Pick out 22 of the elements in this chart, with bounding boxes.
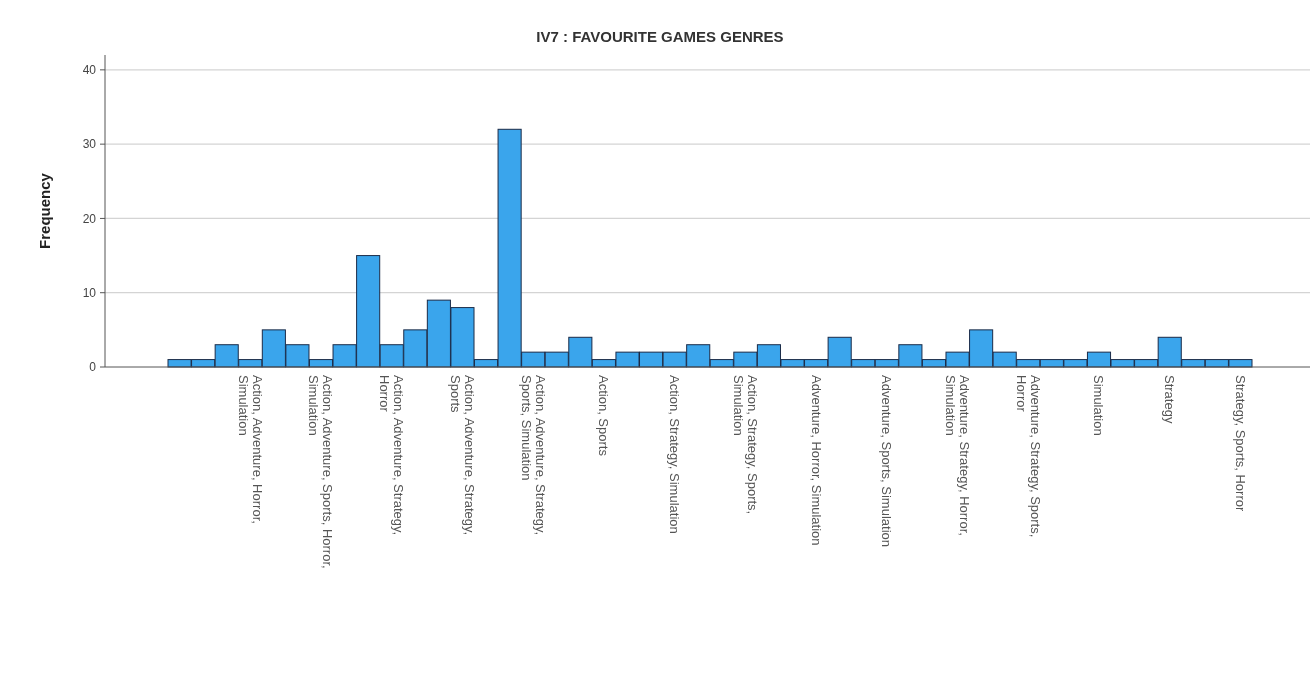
x-tick-label: Strategy xyxy=(1162,375,1178,424)
x-tick-label: Strategy, Sports, Horror xyxy=(1232,375,1248,512)
y-tick-label: 0 xyxy=(89,360,97,375)
x-tick-label: Adventure, Strategy, Horror, Simulation xyxy=(942,375,972,536)
y-tick-label: 20 xyxy=(82,211,97,226)
x-tick-label: Action, Adventure, Strategy, Sports xyxy=(447,375,477,536)
x-tick-label: Simulation xyxy=(1091,375,1107,436)
x-tick-label: Action, Sports xyxy=(596,375,612,457)
x-tick-label: Adventure, Strategy, Sports, Horror xyxy=(1013,375,1043,538)
x-tick-label: Action, Adventure, Strategy, Horror xyxy=(377,375,407,536)
x-tick-label: Action, Adventure, Sports, Horror, Simulation xyxy=(306,375,336,569)
x-tick-label: Action, Adventure, Horror, Simulation xyxy=(235,375,265,524)
x-tick-label: Action, Adventure, Strategy, Sports, Simulation xyxy=(518,375,548,536)
y-tick-label: 40 xyxy=(82,63,97,78)
x-tick-label: Adventure, Sports, Simulation xyxy=(879,375,895,547)
y-tick-label: 10 xyxy=(82,285,97,300)
y-axis-title: Frequency xyxy=(36,172,53,249)
x-tick-label: Adventure, Horror, Simulation xyxy=(808,375,824,546)
y-tick-label: 30 xyxy=(82,137,97,152)
x-tick-label: Action, Strategy, Simulation xyxy=(667,375,683,534)
chart-title: IV7 : FAVOURITE GAMES GENRES xyxy=(536,28,784,45)
x-tick-label: Action, Strategy, Sports, Simulation xyxy=(730,375,760,515)
